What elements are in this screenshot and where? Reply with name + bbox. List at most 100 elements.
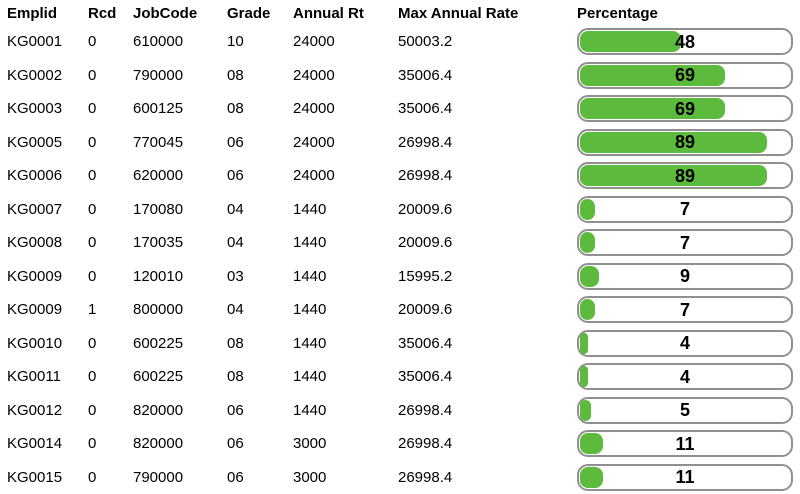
percentage-bar-label: 11 (675, 467, 695, 488)
cell-grade: 10 (227, 33, 244, 51)
table-row: KG0002 0 790000 08 24000 35006.4 69 (7, 59, 800, 93)
cell-jobcode: 790000 (133, 468, 184, 486)
cell-grade: 06 (227, 468, 244, 486)
percentage-bar-fill (580, 433, 604, 455)
cell-emplid: KG0007 (7, 200, 63, 218)
table-row: KG0015 0 790000 06 3000 26998.4 11 (7, 461, 800, 494)
column-header-annual-rt: Annual Rt (293, 5, 364, 22)
percentage-bar-fill (580, 98, 725, 120)
percentage-bar-fill (580, 332, 589, 354)
cell-rcd: 0 (88, 33, 97, 51)
column-header-max-annual-rate: Max Annual Rate (398, 5, 519, 22)
cell-annual-rt: 24000 (293, 66, 335, 84)
cell-rcd: 0 (88, 334, 97, 352)
cell-max-annual-rate: 15995.2 (398, 267, 453, 285)
cell-emplid: KG0014 (7, 435, 63, 453)
percentage-bar-track (580, 31, 790, 53)
cell-grade: 04 (227, 234, 244, 252)
column-header-emplid: Emplid (7, 5, 58, 22)
percentage-bar-track (580, 433, 790, 455)
cell-jobcode: 170035 (133, 234, 184, 252)
column-header-grade: Grade (227, 5, 271, 22)
cell-max-annual-rate: 35006.4 (398, 100, 453, 118)
cell-max-annual-rate: 26998.4 (398, 435, 453, 453)
table-row: KG0007 0 170080 04 1440 20009.6 7 (7, 193, 800, 227)
cell-annual-rt: 3000 (293, 468, 327, 486)
percentage-bar-label: 4 (679, 366, 690, 387)
percentage-bar-label: 7 (679, 199, 690, 220)
cell-annual-rt: 1440 (293, 368, 327, 386)
cell-jobcode: 820000 (133, 435, 184, 453)
cell-grade: 06 (227, 435, 244, 453)
cell-emplid: KG0005 (7, 133, 63, 151)
percentage-bar-track (580, 165, 790, 187)
cell-annual-rt: 3000 (293, 435, 327, 453)
cell-max-annual-rate: 26998.4 (398, 167, 453, 185)
cell-rcd: 0 (88, 435, 97, 453)
cell-max-annual-rate: 26998.4 (398, 401, 453, 419)
cell-annual-rt: 24000 (293, 100, 335, 118)
percentage-bar-track (580, 299, 790, 321)
cell-annual-rt: 1440 (293, 401, 327, 419)
cell-rcd: 0 (88, 66, 97, 84)
cell-grade: 03 (227, 267, 244, 285)
cell-emplid: KG0015 (7, 468, 63, 486)
table-row: KG0012 0 820000 06 1440 26998.4 5 (7, 394, 800, 428)
percentage-bar-track (580, 265, 790, 287)
cell-rcd: 0 (88, 100, 97, 118)
cell-emplid: KG0002 (7, 66, 63, 84)
percentage-bar-fill (580, 165, 767, 187)
cell-jobcode: 600125 (133, 100, 184, 118)
cell-max-annual-rate: 26998.4 (398, 133, 453, 151)
cell-jobcode: 620000 (133, 167, 184, 185)
cell-annual-rt: 1440 (293, 234, 327, 252)
percentage-bar: 69 (577, 61, 793, 89)
percentage-bar-fill (580, 265, 599, 287)
cell-emplid: KG0010 (7, 334, 63, 352)
column-header-percentage: Percentage (577, 5, 658, 22)
table-row: KG0009 0 120010 03 1440 15995.2 9 (7, 260, 800, 294)
cell-emplid: KG0008 (7, 234, 63, 252)
percentage-bar-label: 89 (674, 165, 696, 186)
percentage-bar-track (580, 98, 790, 120)
table-row: KG0001 0 610000 10 24000 50003.2 48 (7, 25, 800, 59)
cell-rcd: 0 (88, 234, 97, 252)
percentage-bar-label: 5 (679, 400, 690, 421)
percentage-bar-fill (580, 31, 681, 53)
percentage-bar-track (580, 232, 790, 254)
percentage-bar-fill (580, 399, 591, 421)
percentage-bar-label: 9 (679, 266, 690, 287)
percentage-bar: 4 (577, 363, 793, 391)
cell-max-annual-rate: 35006.4 (398, 66, 453, 84)
table-row: KG0003 0 600125 08 24000 35006.4 69 (7, 92, 800, 126)
cell-jobcode: 610000 (133, 33, 184, 51)
percentage-bar-label: 48 (674, 31, 696, 52)
percentage-bar-label: 7 (679, 232, 690, 253)
table-row: KG0014 0 820000 06 3000 26998.4 11 (7, 427, 800, 461)
percentage-bar: 11 (577, 430, 793, 458)
table-header-row: Emplid Rcd JobCode Grade Annual Rt Max Annual… (7, 2, 800, 25)
cell-rcd: 0 (88, 267, 97, 285)
cell-rcd: 0 (88, 468, 97, 486)
percentage-bar-fill (580, 232, 595, 254)
cell-grade: 08 (227, 66, 244, 84)
table-row: KG0010 0 600225 08 1440 35006.4 4 (7, 327, 800, 361)
cell-max-annual-rate: 35006.4 (398, 334, 453, 352)
percentage-bar-track (580, 366, 790, 388)
cell-grade: 06 (227, 167, 244, 185)
percentage-bar-fill (580, 198, 595, 220)
cell-emplid: KG0006 (7, 167, 63, 185)
cell-annual-rt: 1440 (293, 334, 327, 352)
column-header-rcd: Rcd (88, 5, 117, 22)
percentage-bar-label: 69 (674, 65, 696, 86)
percentage-bar: 7 (577, 195, 793, 223)
cell-max-annual-rate: 20009.6 (398, 200, 453, 218)
cell-jobcode: 120010 (133, 267, 184, 285)
cell-jobcode: 170080 (133, 200, 184, 218)
percentage-bar-fill (580, 466, 604, 488)
percentage-bar: 89 (577, 128, 793, 156)
percentage-bar: 5 (577, 396, 793, 424)
cell-grade: 06 (227, 401, 244, 419)
cell-emplid: KG0003 (7, 100, 63, 118)
percentage-bar-track (580, 131, 790, 153)
